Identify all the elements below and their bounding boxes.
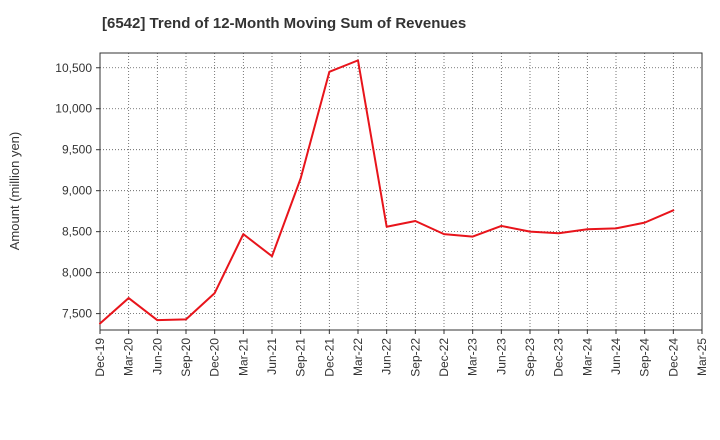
- x-tick-label: Mar-20: [122, 338, 136, 376]
- series-line: [99, 59, 675, 325]
- y-axis-label: Amount (million yen): [7, 132, 22, 251]
- x-tick-label: Jun-23: [494, 338, 508, 375]
- x-tick-label: Sep-22: [408, 338, 422, 377]
- x-tick-label: Dec-24: [666, 338, 680, 377]
- x-tick-label: Mar-21: [236, 338, 250, 376]
- x-tick-label: Mar-25: [695, 338, 709, 376]
- y-tick-label: 7,500: [62, 307, 92, 321]
- x-tick-label: Sep-23: [523, 338, 537, 377]
- x-tick-label: Jun-20: [150, 338, 164, 375]
- x-tick-label: Jun-24: [609, 338, 623, 375]
- plot-area: [100, 53, 702, 330]
- x-tick-label: Dec-19: [93, 338, 107, 377]
- x-tick-label: Dec-21: [322, 338, 336, 377]
- x-tick-label: Sep-24: [638, 338, 652, 377]
- x-tick-label: Mar-24: [580, 338, 594, 376]
- y-tick-label: 8,000: [62, 266, 92, 280]
- x-tick-label: Dec-23: [552, 338, 566, 377]
- y-tick-label: 9,500: [62, 143, 92, 157]
- y-tick-label: 10,500: [55, 61, 92, 75]
- x-tick-label: Sep-21: [294, 338, 308, 377]
- x-tick-label: Dec-22: [437, 338, 451, 377]
- y-tick-label: 8,500: [62, 225, 92, 239]
- x-tick-label: Sep-20: [179, 338, 193, 377]
- x-tick-label: Dec-20: [208, 338, 222, 377]
- y-tick-label: 9,000: [62, 184, 92, 198]
- x-tick-label: Mar-22: [351, 338, 365, 376]
- chart-title: [6542] Trend of 12-Month Moving Sum of R…: [102, 15, 467, 32]
- x-tick-label: Mar-23: [466, 338, 480, 376]
- x-tick-label: Jun-21: [265, 338, 279, 375]
- plot-frame: [99, 52, 703, 331]
- y-tick-label: 10,000: [55, 102, 92, 116]
- x-tick-label: Jun-22: [380, 338, 394, 375]
